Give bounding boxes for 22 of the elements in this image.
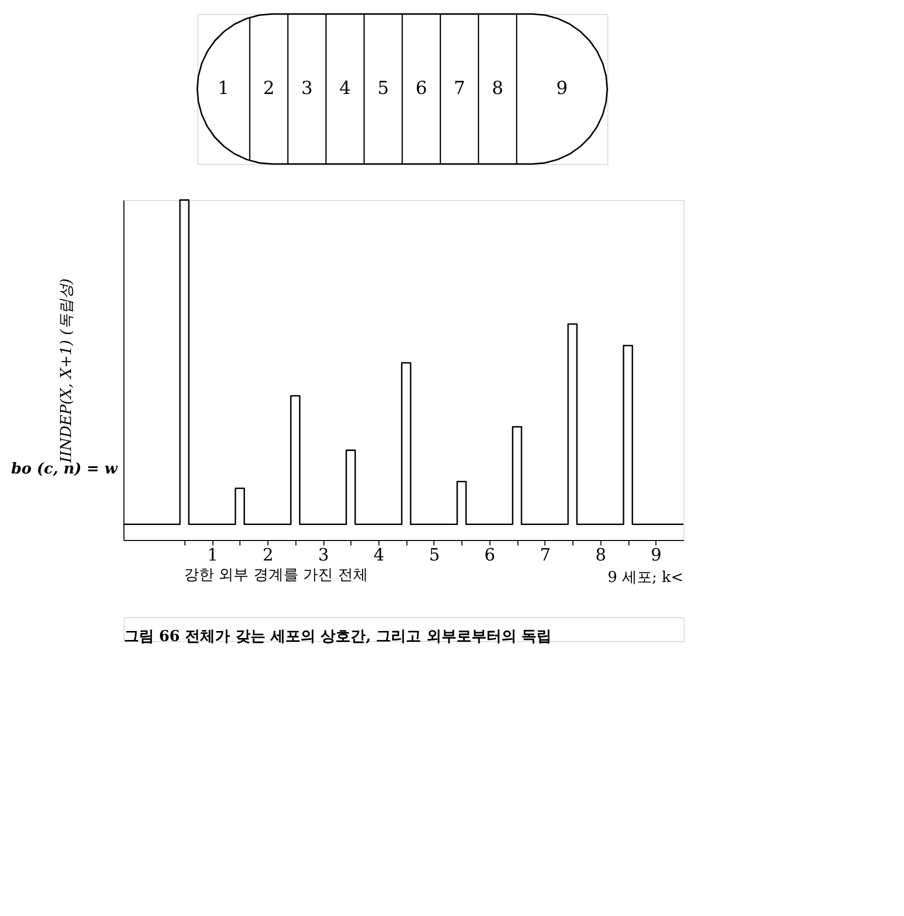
- x-axis-title: 강한 외부 경계를 가진 전체: [184, 566, 368, 584]
- text: 4: [339, 78, 351, 99]
- x-tick-label: 2: [262, 546, 274, 566]
- text: 3: [301, 78, 313, 99]
- x-tick-label: 3: [318, 546, 329, 566]
- x-tick-label: 6: [484, 546, 496, 566]
- x-tick-label: 5: [428, 546, 440, 566]
- text: 8: [492, 78, 504, 99]
- x-tick-label: 4: [374, 546, 384, 566]
- text: 9 세포; k<: [608, 568, 684, 586]
- text: 2: [263, 78, 275, 99]
- x-tick-label: 1: [207, 546, 218, 566]
- text: 6: [416, 78, 428, 99]
- text: 9: [556, 78, 568, 99]
- x-tick-label: 8: [595, 546, 606, 566]
- caption: 그림 66 전체가 갖는 세포의 상호간, 그리고 외부로부터의 독립: [124, 627, 552, 645]
- y-axis-title: IINDEP(X, X+1) (독립성): [56, 278, 75, 464]
- text: 1: [218, 78, 230, 99]
- text: 5: [377, 78, 389, 99]
- x-tick-label: 7: [540, 546, 551, 566]
- x-tick-label: 9: [650, 546, 662, 566]
- text: 7: [454, 78, 466, 99]
